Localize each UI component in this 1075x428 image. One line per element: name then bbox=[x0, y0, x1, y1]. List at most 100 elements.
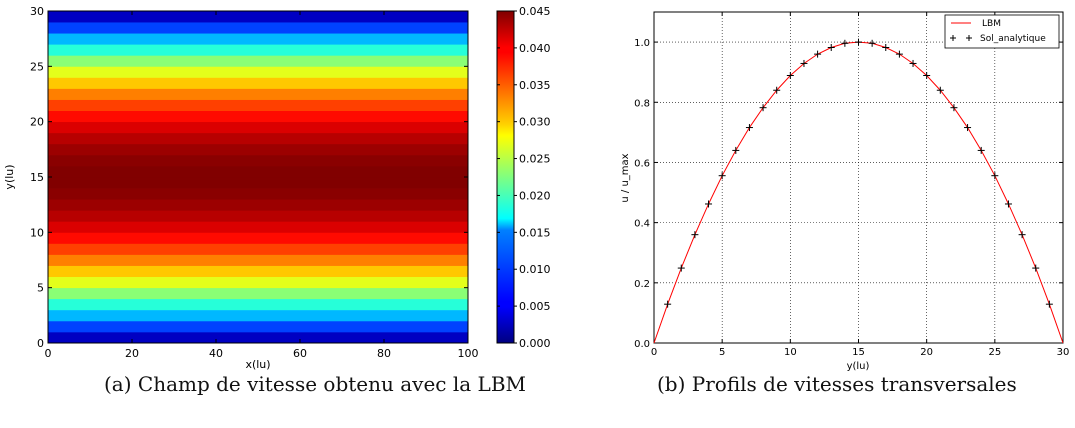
heatmap-band bbox=[48, 210, 468, 222]
plot-y-tick-label: 0.4 bbox=[634, 219, 650, 230]
legend-box bbox=[944, 14, 1060, 49]
heatmap-band bbox=[48, 22, 468, 34]
analytic-marker bbox=[759, 104, 767, 112]
analytic-marker bbox=[882, 44, 890, 52]
heatmap-band bbox=[48, 188, 468, 200]
colorbar-tick-label: 0.040 bbox=[519, 42, 551, 55]
plot-y-tick-label: 0.8 bbox=[634, 98, 650, 109]
heatmap-band bbox=[48, 77, 468, 89]
legend-analytic-swatch bbox=[950, 35, 972, 41]
heatmap-ylabel: y(lu) bbox=[3, 164, 16, 189]
heatmap-band bbox=[48, 221, 468, 233]
heatmap-band bbox=[48, 287, 468, 300]
legend-lbm-label: LBM bbox=[982, 19, 1001, 29]
plot-x-tick-label: 10 bbox=[784, 347, 797, 358]
heatmap-x-tick-label: 20 bbox=[125, 347, 139, 360]
heatmap-band bbox=[48, 143, 468, 156]
colorbar-tick-label: 0.035 bbox=[519, 79, 551, 92]
plot-y-ticks: 0.0 0.2 0.4 0.6 0.8 1.0 bbox=[634, 38, 1063, 350]
heatmap-band bbox=[48, 33, 468, 45]
analytic-marker bbox=[841, 39, 849, 47]
heatmap-band bbox=[48, 177, 468, 189]
analytic-marker bbox=[664, 300, 672, 308]
heatmap-band bbox=[48, 66, 468, 78]
heatmap-band bbox=[48, 154, 468, 167]
heatmap-y-ticks: 0 5 10 15 20 25 30 bbox=[30, 5, 468, 350]
colorbar-tick-label: 0.045 bbox=[519, 5, 551, 18]
analytic-marker bbox=[977, 146, 985, 154]
plot-x-tick-label: 30 bbox=[1057, 347, 1070, 358]
plot-y-tick-label: 0.6 bbox=[634, 158, 650, 169]
colorbar-tick-label: 0.030 bbox=[519, 116, 551, 129]
legend-analytic-label: Sol_analytique bbox=[980, 34, 1046, 44]
plot-y-tick-label: 0.0 bbox=[634, 339, 650, 350]
analytic-marker bbox=[936, 86, 944, 94]
heatmap-band bbox=[48, 121, 468, 134]
analytic-marker bbox=[1045, 300, 1053, 308]
heatmap-y-tick-label: 5 bbox=[37, 282, 44, 295]
heatmap-x-tick-label: 100 bbox=[458, 347, 479, 360]
heatmap-band bbox=[48, 55, 468, 67]
analytic-marker bbox=[786, 71, 794, 79]
series-analytic-markers bbox=[664, 38, 1053, 308]
heatmap-y-tick-label: 25 bbox=[30, 60, 44, 73]
heatmap-band bbox=[48, 298, 468, 311]
colorbar-tick-label: 0.005 bbox=[519, 300, 551, 313]
heatmap-y-tick-label: 0 bbox=[37, 337, 44, 350]
heatmap-x-tick-label: 0 bbox=[45, 347, 52, 360]
colorbar bbox=[496, 10, 515, 344]
colorbar-tick-label: 0.020 bbox=[519, 189, 551, 202]
analytic-marker bbox=[895, 50, 903, 58]
heatmap-band bbox=[48, 165, 468, 178]
heatmap-y-tick-label: 20 bbox=[30, 116, 44, 129]
heatmap-xlabel: x(lu) bbox=[245, 358, 270, 371]
colorbar-ticks: 0.000 0.005 0.010 0.015 0.020 0.025 0.030 0.035… bbox=[497, 5, 551, 350]
analytic-marker bbox=[964, 124, 972, 132]
heatmap-band bbox=[48, 232, 468, 244]
heatmap-band bbox=[48, 88, 468, 100]
caption-a: (a) Champ de vitesse obtenu avec la LBM bbox=[104, 372, 526, 396]
analytic-marker bbox=[1018, 231, 1026, 239]
heatmap-band bbox=[48, 309, 468, 322]
caption-b: (b) Profils de vitesses transversales bbox=[657, 372, 1017, 396]
heatmap-band bbox=[48, 99, 468, 111]
plot-x-tick-label: 15 bbox=[852, 347, 865, 358]
plot-y-tick-label: 1.0 bbox=[634, 38, 650, 49]
heatmap-band bbox=[48, 320, 468, 333]
heatmap-band bbox=[48, 254, 468, 266]
heatmap-x-tick-label: 80 bbox=[377, 347, 391, 360]
heatmap-y-tick-label: 30 bbox=[30, 5, 44, 18]
colorbar-tick-label: 0.015 bbox=[519, 226, 551, 239]
plot-x-tick-label: 20 bbox=[920, 347, 933, 358]
analytic-marker bbox=[868, 39, 876, 47]
analytic-marker bbox=[827, 44, 835, 52]
heatmap-band bbox=[48, 132, 468, 145]
analytic-marker bbox=[855, 38, 862, 46]
analytic-marker bbox=[732, 146, 740, 154]
heatmap-band bbox=[48, 199, 468, 211]
heatmap-x-ticks: 0 20 40 60 80 100 bbox=[45, 11, 479, 360]
heatmap-y-tick-label: 10 bbox=[30, 226, 44, 239]
heatmap-band bbox=[48, 11, 468, 23]
plot-x-ticks: 0 5 10 15 20 25 30 bbox=[651, 12, 1070, 358]
analytic-marker bbox=[1004, 200, 1012, 208]
heatmap-band bbox=[48, 243, 468, 255]
velocity-profile-panel: 0 5 10 15 20 25 30 0.0 0.2 0.4 0.6 0.8 1.0 y(lu) u … bbox=[620, 11, 1070, 372]
plot-x-tick-label: 5 bbox=[719, 347, 725, 358]
analytic-marker bbox=[991, 172, 999, 180]
analytic-marker bbox=[705, 200, 713, 208]
plot-y-tick-label: 0.2 bbox=[634, 279, 650, 290]
heatmap-y-tick-label: 15 bbox=[30, 171, 44, 184]
colorbar-tick-label: 0.010 bbox=[519, 263, 551, 276]
heatmap-band bbox=[48, 44, 468, 56]
plot-xlabel: y(lu) bbox=[847, 361, 870, 372]
legend: LBM Sol_analytique bbox=[944, 14, 1060, 49]
analytic-marker bbox=[1032, 264, 1040, 272]
heatmap-band bbox=[48, 331, 468, 344]
heatmap-bands bbox=[48, 11, 468, 344]
analytic-marker bbox=[691, 231, 699, 239]
colorbar-tick-label: 0.000 bbox=[519, 337, 551, 350]
analytic-marker bbox=[718, 172, 726, 180]
velocity-field-panel: 0 20 40 60 80 100 0 5 10 15 20 25 30 x(lu) y(lu) 0.… bbox=[3, 5, 551, 371]
analytic-marker bbox=[950, 104, 958, 112]
